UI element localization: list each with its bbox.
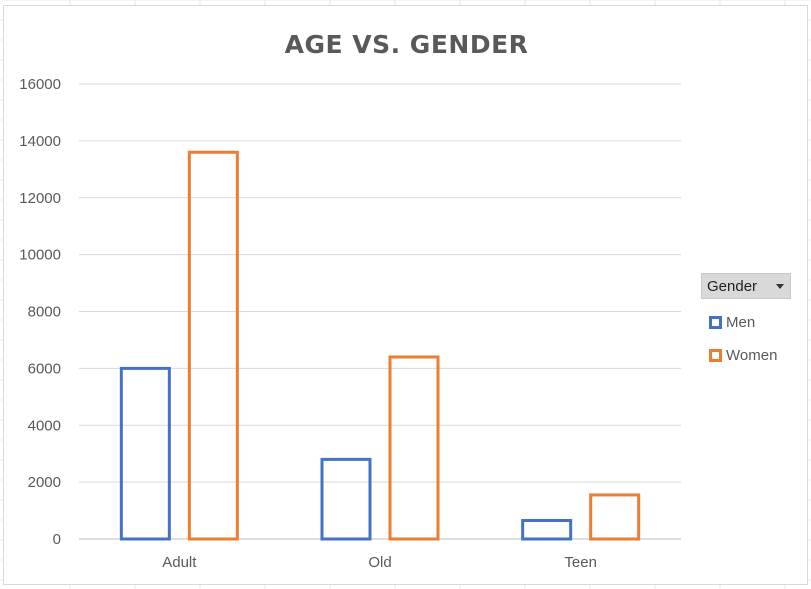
chart-area[interactable]: AGE VS. GENDER: [3, 5, 808, 585]
chevron-down-icon[interactable]: [776, 283, 784, 289]
bar-men-teen: [521, 519, 573, 541]
bar-women-old: [388, 355, 440, 541]
x-tick-label: Old: [368, 554, 391, 571]
bar-men-old: [320, 457, 372, 541]
legend-header-label: Gender: [707, 277, 758, 295]
legend-item-women[interactable]: Women: [701, 345, 793, 365]
y-tick-label: 4000: [28, 417, 61, 434]
y-tick-label: 12000: [19, 190, 61, 207]
legend-filter-button[interactable]: Gender: [701, 273, 791, 299]
legend: Gender Men Women: [701, 273, 793, 365]
y-tick-label: 2000: [28, 474, 61, 491]
y-tick-label: 14000: [19, 133, 61, 150]
chart-title: AGE VS. GENDER: [284, 30, 529, 59]
y-tick-label: 8000: [28, 304, 61, 321]
y-tick-label: 10000: [19, 247, 61, 264]
legend-swatch-women: [709, 348, 722, 362]
y-tick-label: 6000: [28, 360, 61, 377]
legend-label-women: Women: [726, 346, 778, 364]
y-tick-label: 0: [53, 531, 61, 548]
bar-women-adult: [187, 150, 239, 541]
y-tick-label: 16000: [19, 76, 61, 93]
bar-men-adult: [119, 366, 171, 541]
legend-item-men[interactable]: Men: [701, 312, 793, 332]
bar-women-teen: [589, 493, 641, 541]
legend-label-men: Men: [726, 313, 756, 331]
x-tick-label: Adult: [162, 554, 197, 571]
x-tick-label: Teen: [564, 554, 597, 571]
legend-swatch-men: [709, 315, 722, 329]
